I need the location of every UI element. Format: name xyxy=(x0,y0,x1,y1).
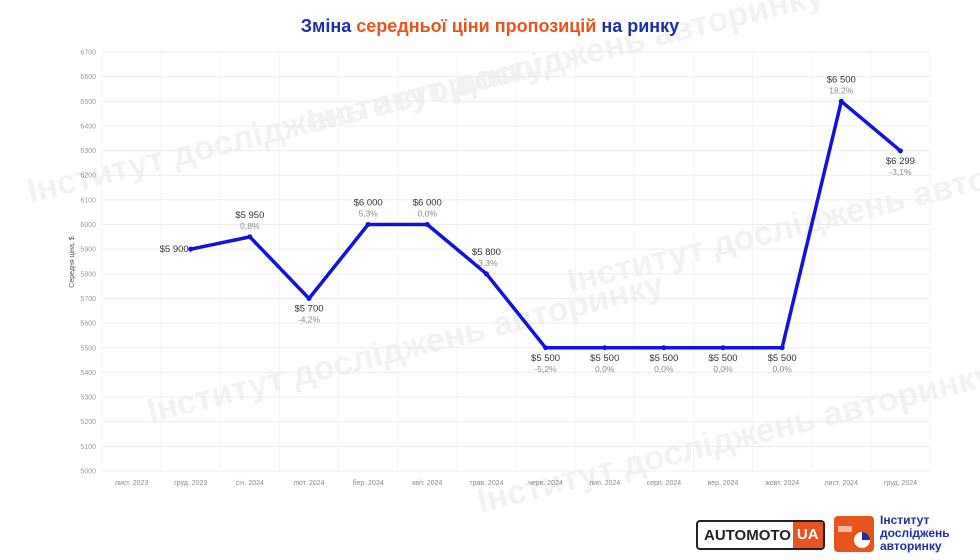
percent-label: 0,0% xyxy=(713,364,733,374)
data-point xyxy=(483,271,489,277)
y-axis-ticks: 5000 5100 5200 5300 5400 5500 5600 5700 5800 5900… xyxy=(80,50,96,476)
value-label: $5 950 xyxy=(235,210,264,221)
data-points xyxy=(188,98,903,351)
institute-logo-icon xyxy=(834,515,874,552)
x-tick-label: черв. 2024 xyxy=(528,480,563,487)
percent-label: -5,2% xyxy=(534,364,557,374)
percent-label: 0,8% xyxy=(240,221,260,231)
data-point xyxy=(897,148,903,154)
institute-line-3: авторинку xyxy=(880,539,942,553)
value-label: $6 000 xyxy=(354,198,383,209)
grid xyxy=(101,51,931,472)
y-tick-label: 6700 xyxy=(80,50,96,57)
value-label: $5 700 xyxy=(294,303,323,314)
value-label: $6 000 xyxy=(413,198,442,209)
data-point xyxy=(720,345,726,351)
data-point xyxy=(543,345,549,351)
percent-label: 0,0% xyxy=(595,364,615,374)
percent-label: -3,3% xyxy=(475,258,498,268)
line-chart: 5000 5100 5200 5300 5400 5500 5600 5700 5800 5900… xyxy=(68,50,931,487)
x-axis-ticks: лист. 2023 груд. 2023 січ. 2024 лют. 2024 бе… xyxy=(115,479,917,487)
institute-line-2: досліджень xyxy=(880,526,950,540)
value-label: $5 500 xyxy=(649,353,678,364)
y-tick-label: 5900 xyxy=(80,247,96,254)
y-tick-label: 5200 xyxy=(80,419,96,426)
chart-title: Зміна середньої ціни пропозицій на ринку xyxy=(0,16,980,37)
y-tick-label: 5000 xyxy=(80,469,96,476)
title-part-3: на ринку xyxy=(596,16,680,36)
value-label: $5 900 xyxy=(160,244,189,255)
x-tick-label: січ. 2024 xyxy=(236,479,264,487)
x-tick-label: лип. 2024 xyxy=(589,480,620,487)
institute-line-1: Інститут xyxy=(880,513,930,527)
value-label: $6 500 xyxy=(827,74,856,85)
x-tick-label: груд. 2023 xyxy=(174,480,207,487)
percent-label: 0,0% xyxy=(772,364,792,374)
x-tick-label: лют. 2024 xyxy=(293,480,324,487)
data-point xyxy=(365,222,371,228)
percent-label: 5,3% xyxy=(358,209,378,219)
data-point xyxy=(306,295,312,301)
x-tick-label: лист. 2024 xyxy=(825,480,858,487)
y-tick-label: 6500 xyxy=(80,99,96,106)
value-label: $5 500 xyxy=(768,353,797,364)
value-label: $5 500 xyxy=(531,353,560,364)
data-point xyxy=(661,345,667,351)
institute-logo: Інститут досліджень авторинку xyxy=(834,514,950,553)
percent-label: 18,2% xyxy=(829,85,854,95)
y-tick-label: 6400 xyxy=(80,123,96,130)
data-point xyxy=(602,345,608,351)
percent-label: -3,1% xyxy=(889,167,912,177)
value-label: $6 299 xyxy=(886,156,915,167)
data-point xyxy=(779,345,785,351)
automoto-logo-text: AUTOMOTO xyxy=(704,526,791,544)
data-point xyxy=(247,234,253,240)
y-tick-label: 6000 xyxy=(80,222,96,229)
x-tick-label: трав. 2024 xyxy=(469,480,503,487)
value-label: $5 800 xyxy=(472,247,501,258)
value-label: $5 500 xyxy=(590,353,619,364)
percent-label: 0,0% xyxy=(418,209,438,219)
y-tick-label: 5800 xyxy=(80,271,96,278)
value-label: $5 500 xyxy=(708,353,737,364)
y-axis-label: Середня ціна, $ xyxy=(68,236,76,287)
y-tick-label: 5100 xyxy=(80,444,96,451)
y-tick-label: 5600 xyxy=(80,321,96,328)
y-tick-label: 5500 xyxy=(80,345,96,352)
x-tick-label: груд. 2024 xyxy=(884,480,917,487)
x-tick-label: серп. 2024 xyxy=(647,480,682,487)
y-tick-label: 5300 xyxy=(80,395,96,402)
institute-logo-text: Інститут досліджень авторинку xyxy=(880,514,950,553)
x-tick-label: бер. 2024 xyxy=(353,479,384,487)
x-tick-label: лист. 2023 xyxy=(115,480,148,487)
percent-label: -4,2% xyxy=(298,314,321,324)
data-point xyxy=(188,246,194,252)
x-tick-label: жовт. 2024 xyxy=(765,480,799,487)
percent-label: 0,0% xyxy=(654,364,674,374)
y-tick-label: 5700 xyxy=(80,296,96,303)
data-point xyxy=(838,98,844,104)
title-part-2: середньої ціни пропозицій xyxy=(356,16,597,36)
y-tick-label: 6200 xyxy=(80,173,96,180)
x-tick-label: вер. 2024 xyxy=(708,480,739,487)
data-point xyxy=(424,222,430,228)
title-part-1: Зміна xyxy=(300,16,357,36)
y-tick-label: 6600 xyxy=(80,74,96,81)
y-tick-label: 5400 xyxy=(80,370,96,377)
automoto-logo-suffix: UA xyxy=(792,522,823,548)
y-tick-label: 6300 xyxy=(80,148,96,155)
automoto-logo: AUTOMOTO UA xyxy=(696,520,825,550)
x-tick-label: квіт. 2024 xyxy=(412,479,442,487)
y-tick-label: 6100 xyxy=(80,197,96,204)
